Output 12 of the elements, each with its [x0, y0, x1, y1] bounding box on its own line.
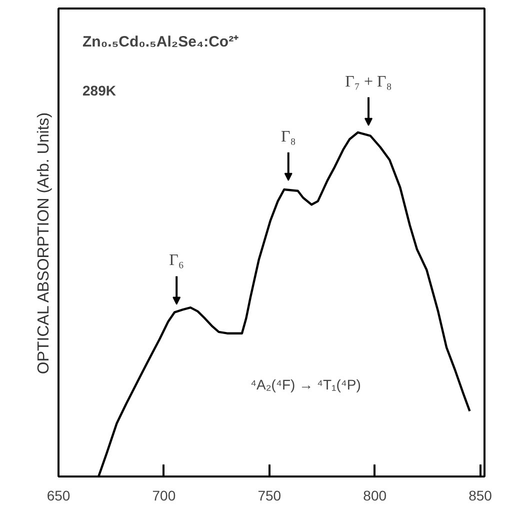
annotation: Γ₈ [280, 128, 296, 146]
x-tick-label: 850 [468, 488, 492, 504]
x-tick-label: 800 [363, 488, 387, 504]
x-tick-label: 650 [46, 488, 70, 504]
annotation: ⁴A₂(⁴F) → ⁴T₁(⁴P) [250, 376, 361, 392]
y-axis-title: OPTICAL ABSORPTION (Arb. Units) [36, 112, 52, 374]
text: 289K [82, 82, 116, 98]
text: Zn₀.₅Cd₀.₅Al₂Se₄:Co²⁺ [82, 34, 239, 50]
annotation: Γ₆ [169, 252, 184, 270]
x-tick-label: 700 [152, 488, 176, 504]
x-tick-label: 750 [258, 488, 282, 504]
annotation: Γ₇ + Γ₈ [345, 73, 392, 90]
